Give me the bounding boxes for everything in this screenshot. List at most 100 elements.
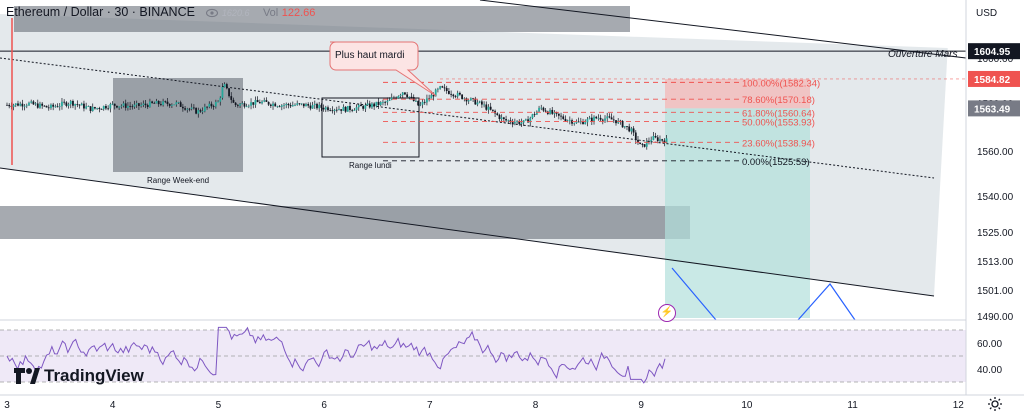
- candle-body: [529, 117, 532, 123]
- candle: [192, 104, 195, 110]
- tradingview-logo[interactable]: TradingView: [14, 366, 144, 386]
- price-tick-label: 1501.00: [977, 286, 1014, 297]
- candle-body: [608, 116, 611, 118]
- candle-body: [623, 126, 626, 128]
- candle-body: [584, 122, 587, 125]
- candle-body: [316, 103, 318, 109]
- candle-body: [287, 103, 290, 106]
- candle: [124, 99, 127, 111]
- candle: [274, 102, 277, 107]
- candle: [353, 108, 356, 111]
- candle: [437, 87, 439, 93]
- candle: [641, 143, 644, 148]
- candle-body: [344, 106, 347, 112]
- candle-body: [500, 117, 503, 119]
- candle-body: [69, 100, 72, 105]
- candle-body: [184, 108, 186, 110]
- candle-body: [593, 116, 595, 122]
- candle: [551, 106, 554, 115]
- candle-body: [371, 103, 373, 108]
- candle: [181, 103, 184, 112]
- price-badge-label: 1563.49: [974, 104, 1011, 115]
- candle: [127, 102, 129, 111]
- candle: [83, 100, 85, 112]
- candle-body: [546, 111, 549, 114]
- candle: [17, 100, 19, 107]
- symbol-title[interactable]: Ethereum / Dollar · 30 · BINANCE: [6, 5, 195, 19]
- candle-body: [443, 87, 446, 89]
- candle-body: [335, 109, 338, 111]
- candle: [305, 102, 307, 107]
- candle-body: [324, 107, 327, 110]
- candle-body: [384, 101, 387, 103]
- price-badge-label: 1584.82: [974, 75, 1011, 86]
- candle-body: [113, 103, 116, 106]
- candle-body: [368, 103, 371, 108]
- candle-body: [289, 105, 292, 107]
- candle-body: [302, 103, 305, 107]
- candle: [448, 87, 450, 95]
- time-tick-label: 3: [4, 400, 10, 411]
- candle-body: [542, 107, 545, 111]
- candle: [397, 95, 400, 99]
- candle-body: [535, 111, 538, 115]
- candle: [250, 98, 252, 110]
- candle-body: [269, 104, 272, 106]
- candle-body: [138, 103, 140, 106]
- candle-body: [146, 105, 149, 107]
- candle: [236, 103, 239, 108]
- candle: [52, 102, 55, 111]
- candle-body: [159, 104, 162, 106]
- candle: [122, 101, 125, 108]
- candle: [175, 100, 178, 107]
- fib-level-label: 50.00%(1553.93): [742, 118, 815, 129]
- range-weekend-box: [113, 78, 243, 172]
- price-badge: [968, 43, 1020, 60]
- candle: [441, 85, 444, 88]
- candle: [329, 108, 332, 112]
- candle-body: [19, 103, 22, 106]
- candle: [342, 104, 345, 111]
- candle-body: [272, 103, 274, 106]
- candle: [324, 105, 327, 113]
- candle: [219, 96, 222, 106]
- candle: [311, 101, 314, 109]
- candle-body: [190, 107, 193, 109]
- candle: [459, 91, 461, 96]
- candle: [80, 102, 83, 106]
- rsi-tick-label: 60.00: [977, 339, 1002, 350]
- candle-body: [234, 102, 237, 105]
- candle-body: [265, 100, 268, 102]
- candle: [590, 113, 593, 126]
- candle-body: [230, 96, 233, 100]
- candle: [643, 144, 646, 148]
- candle: [472, 97, 474, 102]
- candle-body: [650, 139, 653, 142]
- candle: [302, 103, 305, 109]
- candle-body: [404, 92, 406, 95]
- candle: [162, 98, 164, 107]
- candle: [626, 126, 628, 131]
- candle-body: [604, 118, 606, 121]
- candle: [588, 115, 591, 120]
- candle: [155, 98, 158, 104]
- candle: [423, 99, 426, 105]
- candle-body: [654, 136, 657, 138]
- candle: [69, 99, 72, 109]
- candle-body: [346, 105, 349, 112]
- gear-icon[interactable]: [987, 396, 1003, 412]
- candle: [146, 103, 149, 109]
- candle: [349, 103, 351, 113]
- lightning-icon[interactable]: ⚡: [658, 304, 676, 322]
- candle: [384, 100, 387, 106]
- candle-body: [656, 137, 659, 142]
- candle: [131, 104, 134, 110]
- candle-body: [553, 112, 556, 114]
- candle-body: [366, 103, 369, 106]
- candle-body: [373, 103, 376, 107]
- candle: [105, 104, 107, 111]
- eye-icon[interactable]: [206, 8, 219, 18]
- candle: [316, 102, 318, 110]
- projection-right: [797, 283, 856, 321]
